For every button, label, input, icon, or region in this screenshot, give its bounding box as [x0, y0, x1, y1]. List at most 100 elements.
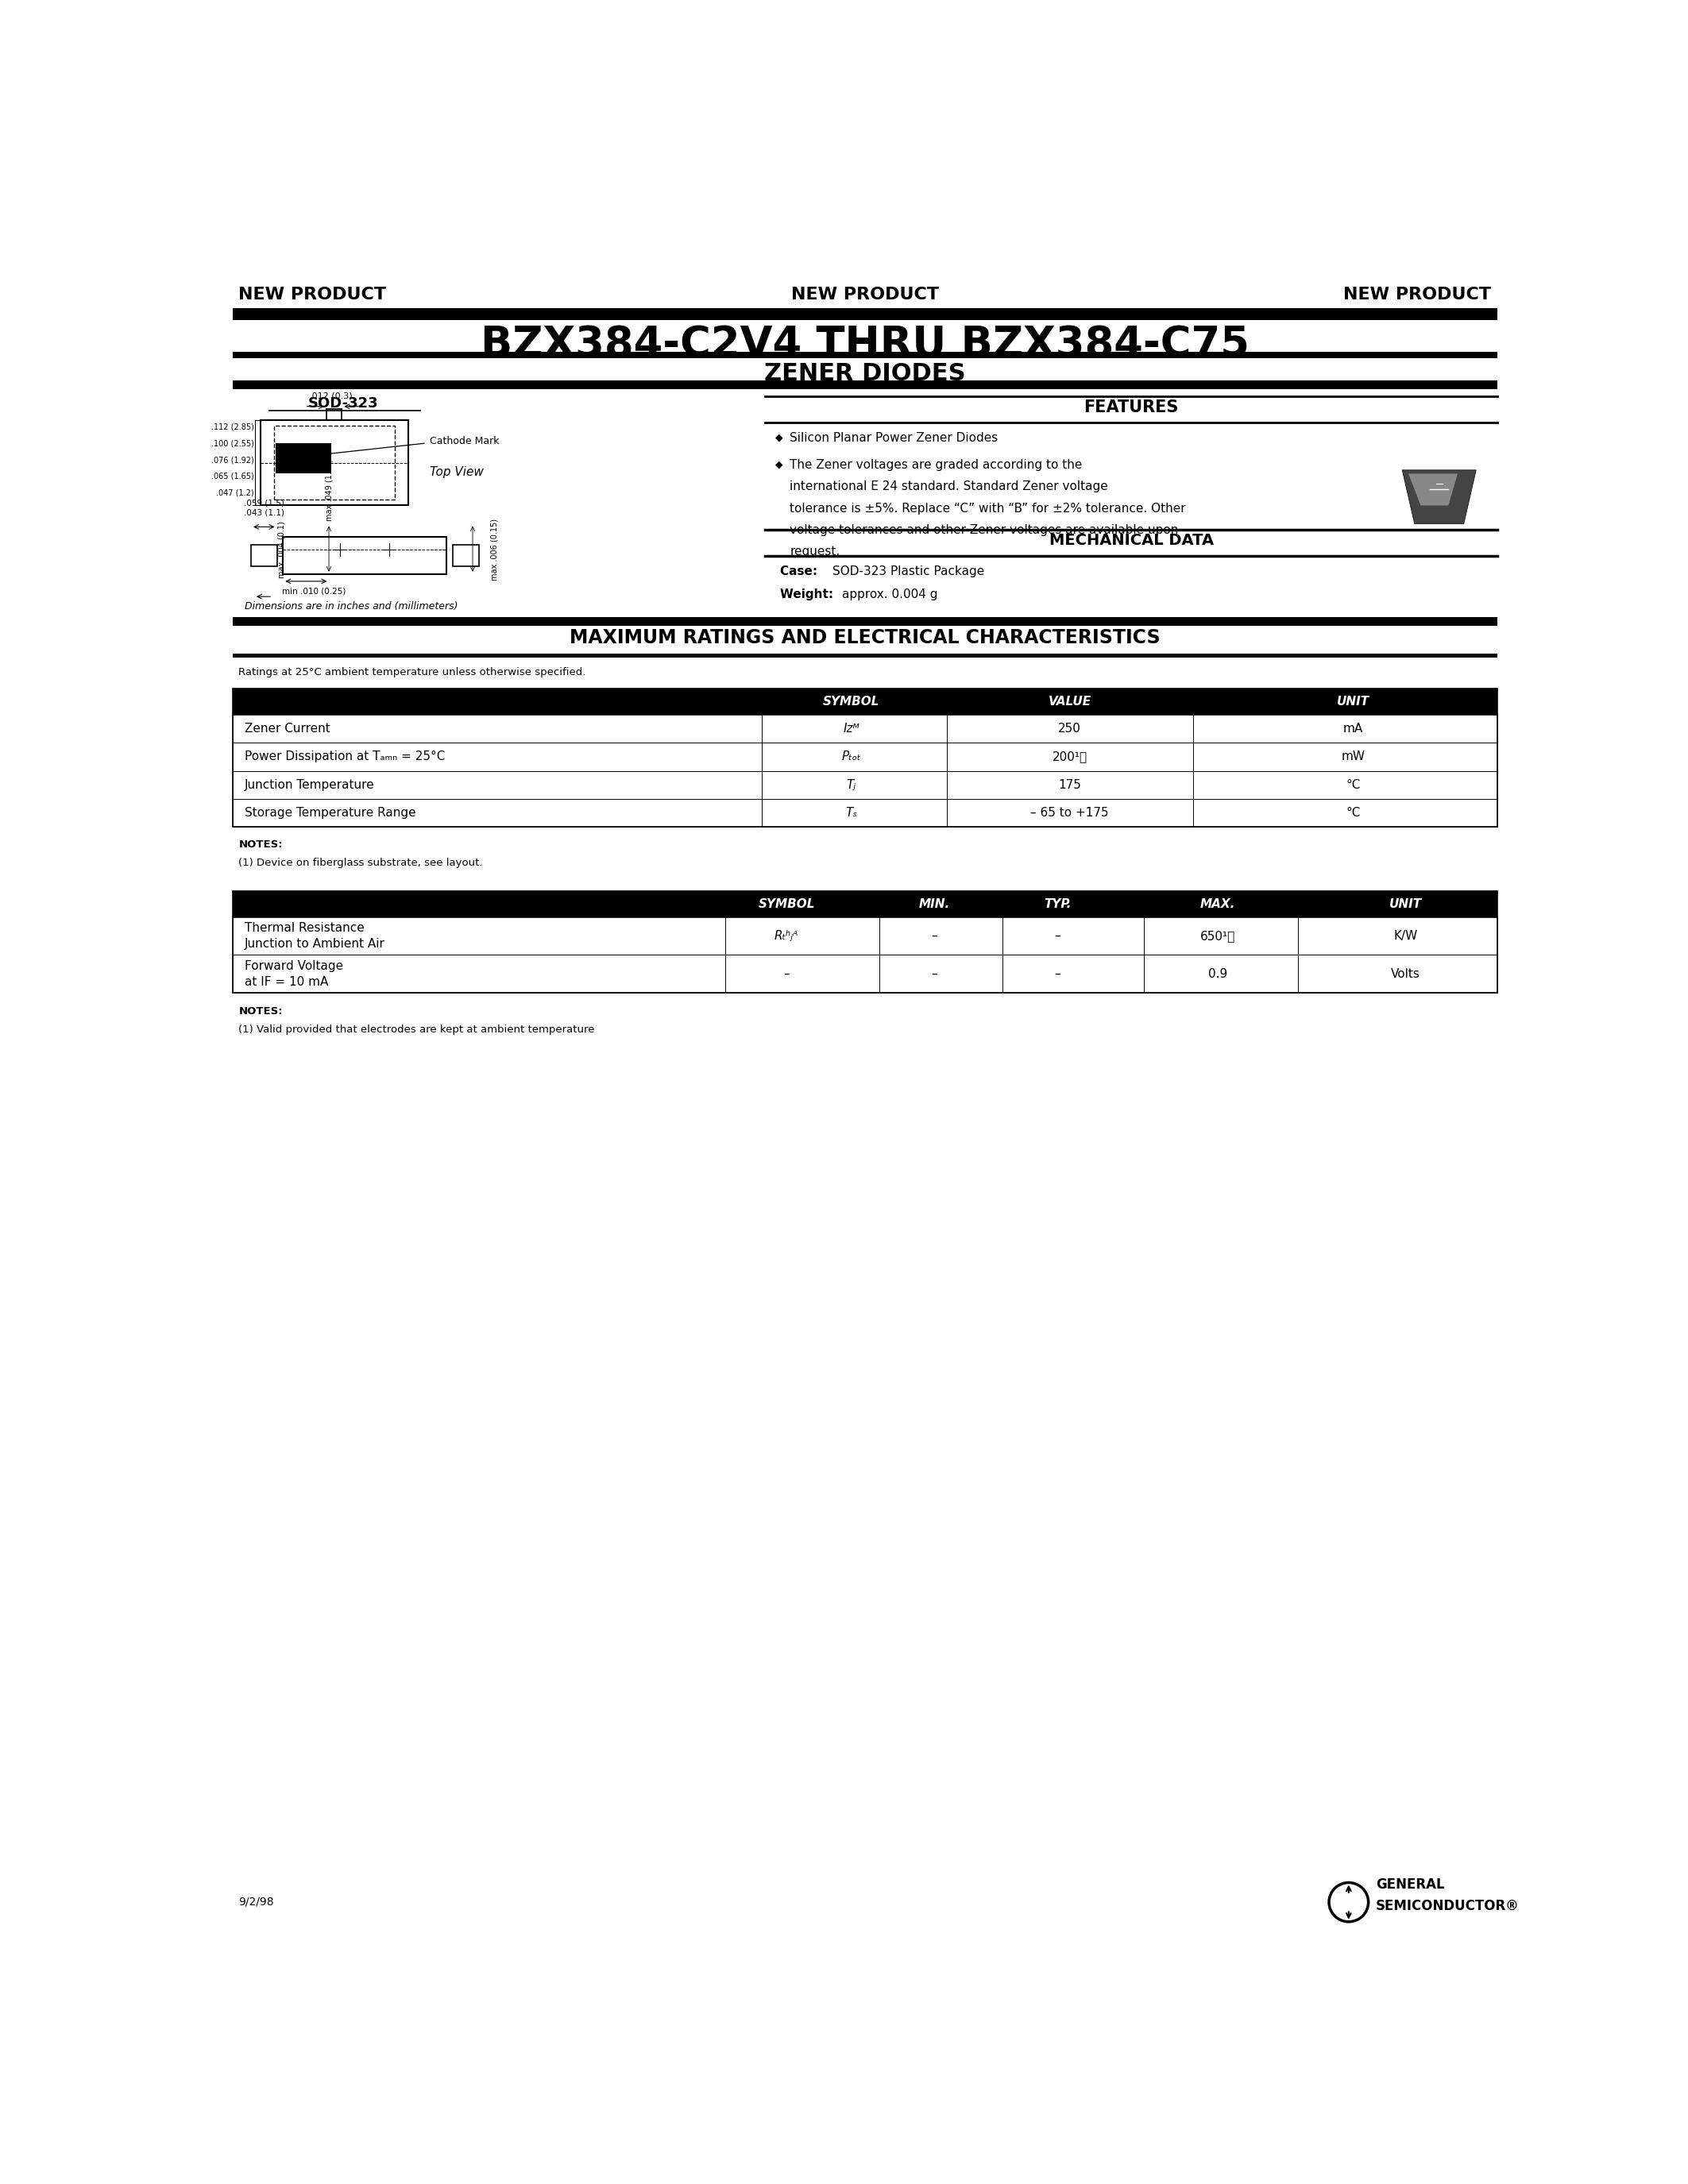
Text: SEMICONDUCTOR®: SEMICONDUCTOR®: [1376, 1898, 1519, 1913]
Text: max .006 (0.15): max .006 (0.15): [490, 518, 498, 581]
Bar: [233, 618, 1497, 627]
Text: SOD-323: SOD-323: [309, 397, 378, 411]
Text: mW: mW: [1340, 751, 1366, 762]
Text: GENERAL: GENERAL: [1376, 1878, 1445, 1891]
Text: .112 (2.85): .112 (2.85): [211, 424, 255, 430]
Text: NEW PRODUCT: NEW PRODUCT: [238, 286, 387, 301]
Text: MAXIMUM RATINGS AND ELECTRICAL CHARACTERISTICS: MAXIMUM RATINGS AND ELECTRICAL CHARACTER…: [571, 629, 1160, 646]
Text: MECHANICAL DATA: MECHANICAL DATA: [1050, 533, 1214, 548]
Bar: [233, 352, 1497, 358]
Text: tolerance is ±5%. Replace “C” with “B” for ±2% tolerance. Other: tolerance is ±5%. Replace “C” with “B” f…: [790, 502, 1185, 513]
Text: ◆: ◆: [775, 432, 783, 443]
Text: .047 (1.2): .047 (1.2): [216, 489, 255, 498]
Text: –: –: [932, 968, 937, 981]
Text: voltage tolerances and other Zener voltages are available upon: voltage tolerances and other Zener volta…: [790, 524, 1178, 535]
Text: °C: °C: [1345, 808, 1361, 819]
Text: SYMBOL: SYMBOL: [822, 697, 879, 708]
Text: MIN.: MIN.: [918, 898, 950, 911]
Text: mA: mA: [1344, 723, 1362, 734]
Text: Forward Voltage: Forward Voltage: [245, 961, 343, 972]
Text: Zener Current: Zener Current: [245, 723, 331, 734]
Text: ◆: ◆: [775, 459, 783, 470]
Text: .100 (2.55): .100 (2.55): [211, 439, 255, 448]
Text: (1) Valid provided that electrodes are kept at ambient temperature: (1) Valid provided that electrodes are k…: [238, 1024, 594, 1035]
Polygon shape: [1403, 470, 1475, 524]
Text: NEW PRODUCT: NEW PRODUCT: [1344, 286, 1492, 301]
Text: Weight:: Weight:: [780, 590, 837, 601]
Text: Silicon Planar Power Zener Diodes: Silicon Planar Power Zener Diodes: [790, 432, 998, 443]
Text: Tⱼ: Tⱼ: [846, 780, 856, 791]
Bar: [233, 653, 1497, 657]
Text: K/W: K/W: [1393, 930, 1418, 941]
Text: –: –: [783, 968, 790, 981]
Bar: [233, 891, 1497, 994]
Text: international E 24 standard. Standard Zener voltage: international E 24 standard. Standard Ze…: [790, 480, 1107, 494]
Text: NOTES:: NOTES:: [238, 839, 284, 850]
Text: approx. 0.004 g: approx. 0.004 g: [842, 590, 939, 601]
Text: 650¹⧠: 650¹⧠: [1200, 930, 1236, 941]
Text: Power Dissipation at Tₐₘₙ = 25°C: Power Dissipation at Tₐₘₙ = 25°C: [245, 751, 446, 762]
Text: –: –: [1055, 968, 1060, 981]
Text: Volts: Volts: [1391, 968, 1420, 981]
Text: UNIT: UNIT: [1337, 697, 1369, 708]
Text: Top View: Top View: [429, 465, 483, 478]
Bar: [233, 743, 1497, 771]
Text: –: –: [932, 930, 937, 941]
Text: NEW PRODUCT: NEW PRODUCT: [792, 286, 939, 301]
Bar: [233, 891, 1497, 917]
Bar: [233, 954, 1497, 994]
Text: Thermal Resistance: Thermal Resistance: [245, 922, 365, 935]
Text: BZX384-C2V4 THRU BZX384-C75: BZX384-C2V4 THRU BZX384-C75: [481, 325, 1249, 365]
Text: max .004 (0.1): max .004 (0.1): [279, 522, 285, 579]
Bar: [273, 426, 395, 500]
Bar: [233, 917, 1497, 954]
Text: SOD-323 Plastic Package: SOD-323 Plastic Package: [832, 566, 984, 577]
Text: NOTES:: NOTES:: [238, 1007, 284, 1016]
Text: VALUE: VALUE: [1048, 697, 1090, 708]
Bar: [233, 688, 1497, 828]
Text: Ratings at 25°C ambient temperature unless otherwise specified.: Ratings at 25°C ambient temperature unle…: [238, 666, 586, 677]
Text: Junction Temperature: Junction Temperature: [245, 780, 375, 791]
Bar: [233, 771, 1497, 799]
Text: .012 (0.3): .012 (0.3): [309, 391, 353, 400]
Bar: [233, 714, 1497, 743]
Text: Junction to Ambient Air: Junction to Ambient Air: [245, 937, 385, 950]
Text: 200¹⧠: 200¹⧠: [1052, 751, 1087, 762]
Text: Pₜₒₜ: Pₜₒₜ: [842, 751, 861, 762]
Text: .043 (1.1): .043 (1.1): [243, 509, 284, 515]
Text: at IF = 10 mA: at IF = 10 mA: [245, 976, 329, 987]
Text: SYMBOL: SYMBOL: [758, 898, 815, 911]
Bar: [452, 544, 479, 566]
Text: UNIT: UNIT: [1389, 898, 1421, 911]
Text: .059 (1.5): .059 (1.5): [243, 500, 284, 507]
Text: TYP.: TYP.: [1043, 898, 1072, 911]
Text: – 65 to +175: – 65 to +175: [1031, 808, 1109, 819]
Text: °C: °C: [1345, 780, 1361, 791]
Text: –: –: [1055, 930, 1060, 941]
Bar: [233, 380, 1497, 389]
Text: Iᴢᴹ: Iᴢᴹ: [842, 723, 859, 734]
Bar: [284, 537, 447, 574]
Text: 9/2/98: 9/2/98: [238, 1896, 273, 1907]
Bar: [252, 544, 277, 566]
Text: min .010 (0.25): min .010 (0.25): [282, 587, 346, 596]
Bar: [275, 443, 331, 474]
Text: Tₛ: Tₛ: [846, 808, 858, 819]
Text: 175: 175: [1058, 780, 1082, 791]
Text: MAX.: MAX.: [1200, 898, 1236, 911]
Text: request.: request.: [790, 546, 841, 557]
Text: max .049 (1.25): max .049 (1.25): [324, 459, 333, 520]
Text: FEATURES: FEATURES: [1084, 400, 1178, 415]
Text: .065 (1.65): .065 (1.65): [211, 472, 255, 480]
Text: 250: 250: [1058, 723, 1082, 734]
Text: ZENER DIODES: ZENER DIODES: [765, 363, 966, 384]
Text: (1) Device on fiberglass substrate, see layout.: (1) Device on fiberglass substrate, see …: [238, 858, 483, 867]
Text: Storage Temperature Range: Storage Temperature Range: [245, 808, 417, 819]
Bar: [233, 799, 1497, 828]
Bar: [233, 308, 1497, 321]
Text: Rₜʰⱼᴬ: Rₜʰⱼᴬ: [775, 930, 798, 941]
Text: Case:: Case:: [780, 566, 822, 577]
Text: .076 (1.92): .076 (1.92): [211, 456, 255, 463]
Bar: [233, 688, 1497, 714]
Bar: [260, 419, 408, 505]
